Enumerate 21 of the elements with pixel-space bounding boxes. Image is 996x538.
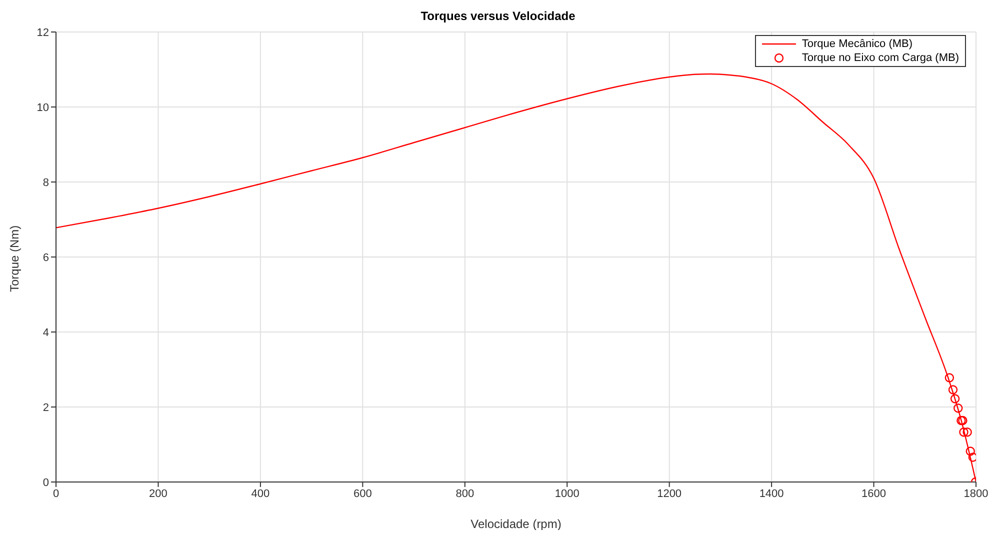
x-tick-label: 600 (353, 488, 372, 500)
y-tick-label: 10 (36, 102, 49, 114)
x-tick-label: 1200 (657, 488, 682, 500)
x-tick-label: 1000 (554, 488, 580, 500)
y-tick-label: 8 (42, 176, 49, 189)
y-tick-label: 0 (42, 476, 49, 489)
x-tick-label: 200 (149, 488, 168, 500)
x-tick-label: 400 (251, 488, 270, 500)
x-tick-label: 800 (456, 488, 474, 500)
x-tick-label: 0 (52, 488, 60, 500)
y-tick-label: 6 (42, 252, 49, 264)
chart-title: Torques versus Velocidade (420, 8, 576, 24)
x-tick-label: 1800 (964, 488, 988, 500)
legend-label: Torque no Eixo com Carga (MB) (802, 52, 959, 64)
x-tick-label: 1600 (862, 488, 886, 500)
x-tick-label: 1400 (759, 488, 784, 500)
y-axis-title: Torque (Nm) (7, 225, 22, 292)
y-tick-label: 2 (42, 402, 49, 414)
y-tick-label: 4 (42, 326, 49, 339)
y-tick-label: 12 (36, 26, 49, 39)
legend-label: Torque Mecânico (MB) (802, 38, 913, 50)
